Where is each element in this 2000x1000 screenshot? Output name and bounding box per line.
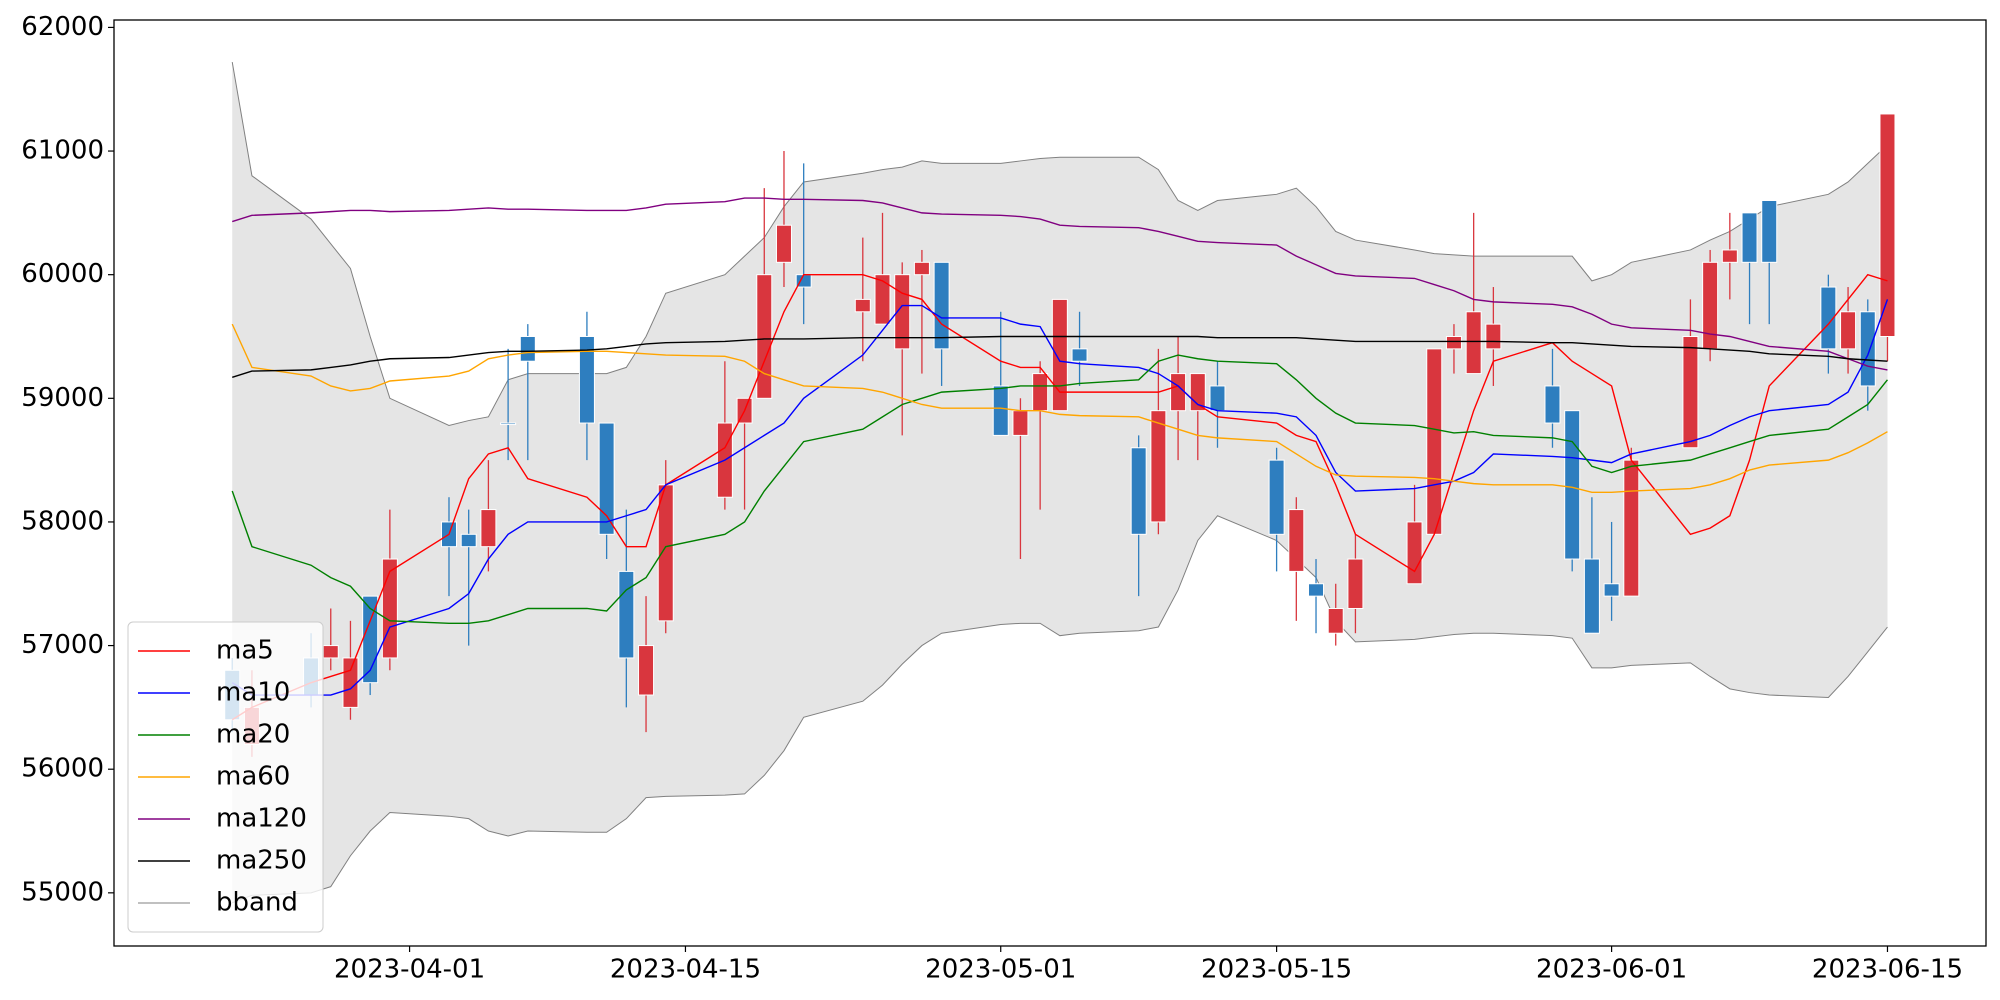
x-tick-label: 2023-05-01 xyxy=(925,955,1076,985)
candle-body xyxy=(1702,261,1719,350)
candle-body xyxy=(1741,212,1758,263)
ma-line xyxy=(232,335,1888,378)
plot-area xyxy=(224,61,1896,904)
y-tick-label: 60000 xyxy=(21,259,104,289)
candle-body xyxy=(854,298,871,313)
candle-body xyxy=(1721,249,1738,263)
candle-body xyxy=(1445,335,1462,350)
candle-body xyxy=(1406,521,1423,585)
candle-body xyxy=(578,335,595,424)
x-tick-label: 2023-05-15 xyxy=(1201,955,1352,985)
candle-body xyxy=(480,509,497,548)
axes-frame xyxy=(113,19,1987,947)
legend: ma5 ma10 ma20 ma60 ma120 ma250 bband xyxy=(127,621,324,933)
candle-body xyxy=(1012,410,1029,436)
x-tick-label: 2023-06-15 xyxy=(1812,955,1963,985)
candle-body xyxy=(775,224,792,263)
y-tick-label: 62000 xyxy=(21,12,104,42)
candle-body xyxy=(1544,385,1561,424)
candle-body xyxy=(1761,200,1778,263)
candle-body xyxy=(1347,558,1364,609)
candle-body xyxy=(598,422,615,535)
y-tick-label: 55000 xyxy=(21,877,104,907)
y-tick-label: 57000 xyxy=(21,630,104,660)
y-tick-label: 59000 xyxy=(21,383,104,413)
candle-body xyxy=(933,261,950,350)
candle-body xyxy=(1209,385,1226,412)
legend-label: ma250 xyxy=(216,846,307,876)
legend-box xyxy=(127,621,324,933)
candle-body xyxy=(1820,286,1837,350)
candle-body xyxy=(1032,373,1049,412)
candle-body xyxy=(1130,447,1147,535)
y-tick-label: 58000 xyxy=(21,506,104,536)
x-tick-label: 2023-04-15 xyxy=(610,955,761,985)
candle-body xyxy=(1308,583,1325,597)
candle-body xyxy=(874,274,891,325)
legend-label: ma5 xyxy=(216,636,274,666)
candle-body xyxy=(992,385,1009,436)
candle-body xyxy=(894,274,911,350)
y-tick-label: 56000 xyxy=(21,754,104,784)
candle-body xyxy=(519,335,536,362)
candle-body xyxy=(1485,323,1502,350)
bband-lower xyxy=(232,515,1888,904)
candle-body xyxy=(1564,410,1581,560)
ma-line xyxy=(231,299,1889,696)
candle-body xyxy=(322,645,339,659)
candle-body xyxy=(500,422,517,426)
y-tick-label: 61000 xyxy=(21,136,104,166)
x-tick-label: 2023-06-01 xyxy=(1536,955,1687,985)
legend-label: ma120 xyxy=(216,804,307,834)
candle-body xyxy=(1071,348,1088,362)
ma-line xyxy=(231,354,1889,625)
candle-body xyxy=(1840,311,1857,350)
candle-body xyxy=(638,645,655,696)
candle-body xyxy=(1051,298,1068,412)
candle-body xyxy=(657,484,674,622)
candle-body xyxy=(1583,558,1600,634)
candle-body xyxy=(342,657,359,708)
candle-body xyxy=(1426,348,1443,535)
candle-body xyxy=(756,274,773,399)
ma-line xyxy=(232,197,1888,371)
legend-label: ma60 xyxy=(216,762,290,792)
candle-body xyxy=(1170,373,1187,412)
ma-line xyxy=(231,323,1888,493)
candle-body xyxy=(1859,311,1876,387)
candle-body xyxy=(1288,509,1305,572)
candle-body xyxy=(1327,607,1344,634)
candle-body xyxy=(1268,459,1285,535)
x-tick-label: 2023-04-01 xyxy=(334,955,485,985)
legend-label: bband xyxy=(216,888,298,918)
candle-body xyxy=(913,261,930,276)
legend-label: ma20 xyxy=(216,720,290,750)
candle-body xyxy=(618,570,635,659)
ma-line xyxy=(231,273,1888,721)
candle-body xyxy=(1682,335,1699,449)
candle-body xyxy=(381,558,398,659)
candle-body xyxy=(1465,311,1482,375)
candle-body xyxy=(1879,113,1896,337)
candle-body xyxy=(1603,583,1620,597)
candle-body xyxy=(460,533,477,548)
legend-label: ma10 xyxy=(216,678,290,708)
candle-body xyxy=(1150,410,1167,523)
candle-body xyxy=(1623,459,1640,597)
